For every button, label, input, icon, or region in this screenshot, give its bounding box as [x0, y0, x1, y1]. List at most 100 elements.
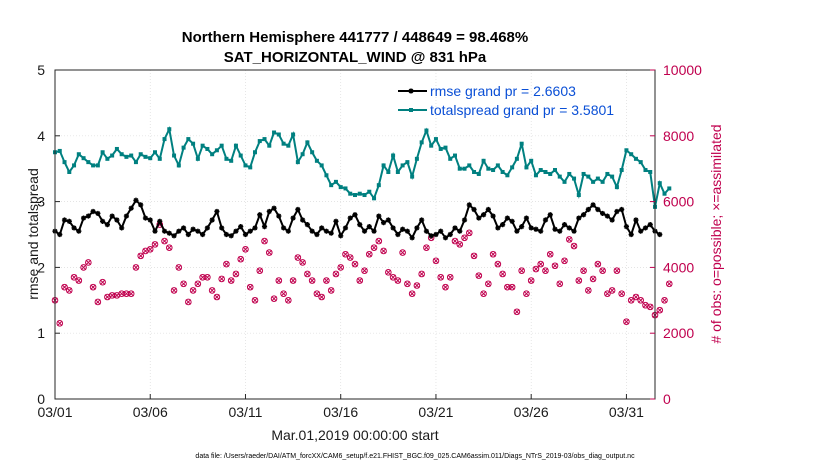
obs-possible-point [470, 252, 478, 260]
obs-assimilated-point [233, 271, 239, 277]
x-tick-label: 03/21 [418, 404, 453, 420]
obs-possible-point [408, 290, 416, 298]
rmse-point [271, 205, 277, 211]
obs-assimilated-point [371, 244, 377, 251]
rmse-point [119, 225, 125, 231]
obs-assimilated-point [476, 272, 482, 279]
rmse-point [395, 231, 401, 238]
obs-assimilated-point [414, 282, 420, 289]
rmse-point [109, 213, 115, 219]
chart-title: Northern Hemisphere 441777 / 448649 = 98… [182, 29, 528, 46]
totalspread-point [486, 166, 491, 171]
obs-assimilated-point [433, 258, 439, 264]
y-tick-label: 2 [37, 259, 45, 275]
obs-assimilated-point [257, 267, 263, 274]
obs-assimilated-point [342, 251, 349, 257]
rmse-point [628, 231, 634, 238]
totalspread-point [505, 173, 510, 178]
obs-possible-point [589, 275, 597, 283]
obs-assimilated-point [109, 292, 115, 299]
rmse-point [285, 228, 291, 234]
totalspread-point [105, 156, 110, 161]
obs-assimilated-point [490, 251, 496, 257]
obs-possible-point [361, 267, 368, 274]
totalspread-point [291, 132, 296, 137]
rmse-point [328, 230, 334, 236]
obs-possible-point [413, 282, 421, 289]
obs-possible-point [432, 257, 440, 265]
rmse-point [71, 225, 77, 231]
rmse-point [257, 212, 263, 218]
rmse-point [471, 206, 477, 213]
obs-assimilated-point [228, 277, 234, 284]
totalspread-point [348, 191, 353, 196]
obs-possible-point [513, 308, 521, 316]
totalspread-point [538, 168, 543, 173]
obs-possible-point [170, 287, 178, 294]
obs-assimilated-point [399, 249, 406, 256]
rmse-point [609, 217, 615, 223]
rmse-point [195, 228, 201, 234]
obs-possible-point [375, 237, 383, 245]
totalspread-point [219, 143, 224, 148]
obs-assimilated-point [76, 277, 82, 284]
totalspread-point [305, 140, 310, 145]
rmse-point [261, 224, 268, 230]
totalspread-point [457, 166, 462, 171]
totalspread-point [533, 173, 538, 178]
totalspread-point [405, 160, 410, 165]
rmse-point [561, 222, 568, 228]
obs-assimilated-point [337, 264, 344, 271]
rmse-point [633, 217, 639, 223]
obs-possible-point [275, 277, 283, 284]
axis-ticks: 03/01 03/06 03/11 03/16 03/21 03/26 03/31 0 1 2 3 4… [37, 62, 702, 420]
obs-possible-point [304, 270, 311, 278]
totalspread-point [186, 137, 191, 142]
rmse-point [647, 222, 653, 228]
rmse-point [309, 228, 315, 234]
rmse-point [542, 217, 549, 223]
obs-assimilated-point [185, 299, 192, 305]
totalspread-point [205, 146, 210, 151]
rmse-point [557, 228, 563, 234]
totalspread-point [172, 153, 177, 158]
obs-assimilated-point [442, 284, 449, 290]
obs-assimilated-point [347, 254, 353, 261]
obs-assimilated-point [304, 271, 311, 277]
obs-possible-point [308, 277, 316, 284]
obs-assimilated-point [404, 281, 411, 287]
rmse-point [638, 228, 644, 234]
obs-possible-point [475, 272, 483, 279]
totalspread-point [224, 156, 229, 161]
totalspread-point [638, 160, 643, 165]
totalspread-point [67, 169, 72, 174]
totalspread-point [662, 191, 667, 196]
totalspread-point [491, 168, 496, 173]
obs-possible-point [446, 273, 454, 281]
rmse-point [233, 228, 239, 234]
obs-possible-point [627, 297, 635, 304]
obs-possible-point [551, 262, 559, 270]
totalspread-point [438, 146, 443, 151]
obs-possible-point [442, 283, 449, 291]
obs-assimilated-point [361, 267, 368, 274]
obs-assimilated-point [580, 267, 587, 274]
obs-assimilated-point [552, 263, 558, 269]
rmse-point [390, 225, 396, 231]
rmse-point [338, 233, 344, 239]
totalspread-point [133, 160, 138, 165]
obs-assimilated-point [571, 243, 577, 249]
obs-possible-point [504, 283, 511, 291]
rmse-point [347, 215, 353, 221]
totalspread-point [362, 193, 367, 198]
obs-possible-point [423, 244, 430, 251]
rmse-point [433, 231, 439, 238]
rmse-point [228, 233, 234, 239]
obs-assimilated-point [628, 297, 634, 304]
obs-possible-point [89, 283, 97, 291]
obs-possible-point [465, 229, 473, 237]
obs-possible-point [285, 297, 292, 304]
rmse-point [333, 218, 339, 224]
rmse-point [371, 228, 377, 234]
